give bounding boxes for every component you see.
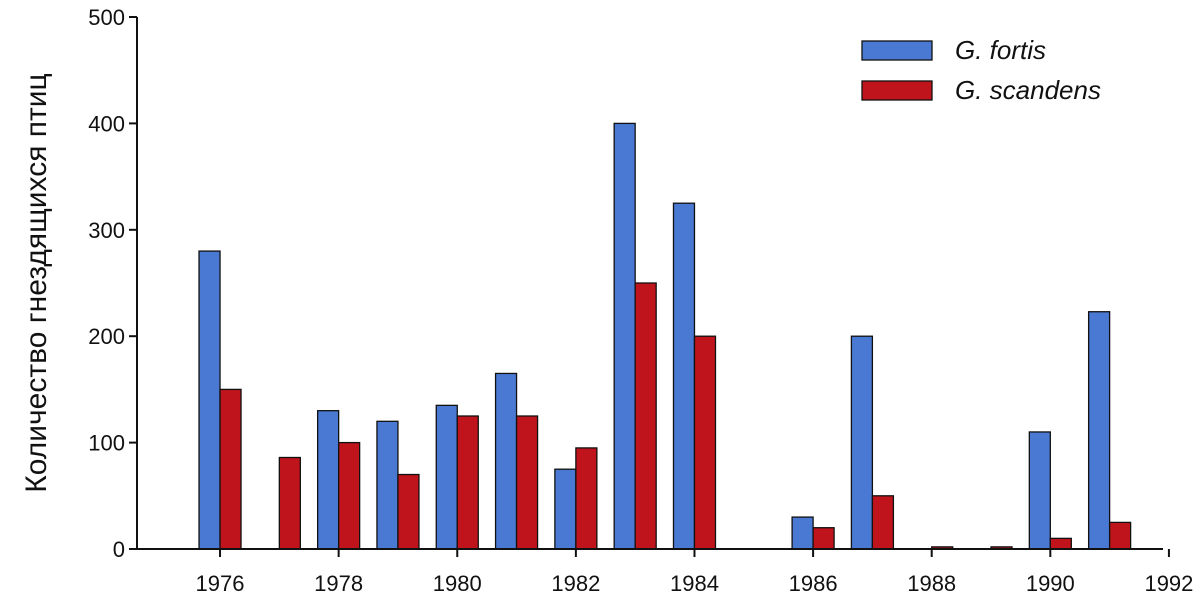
x-tick-label: 1976 [196,571,245,596]
bar-fortis-1981 [494,372,518,550]
bar-scandens-1987 [871,495,895,550]
bar-scandens-1977 [278,456,301,550]
legend-label: G. scandens [955,75,1101,105]
axes-layer [136,17,1163,550]
bar-fortis-1976 [198,250,221,550]
x-tick-label: 1986 [789,571,838,596]
bar-fortis-1984 [672,202,696,550]
bar-scandens-1990 [1049,537,1072,550]
y-tick-label: 0 [113,537,125,562]
x-tick-label: 1980 [433,571,482,596]
bar-fortis-1978 [316,410,340,550]
bar-scandens-1983 [634,282,657,550]
bar-fortis-1980 [435,404,458,550]
bar-fortis-1982 [554,468,577,550]
y-tick-label: 500 [88,5,125,30]
bar-fortis-1986 [791,516,814,550]
x-tick-label: 1990 [1026,571,1075,596]
bar-scandens-1979 [397,473,420,550]
bar-scandens-1976 [219,388,242,550]
bar-fortis-1990 [1028,431,1051,550]
legend-label: G. fortis [955,35,1046,65]
bar-fortis-1987 [850,335,874,550]
bar-scandens-1986 [812,527,835,550]
bar-fortis-1983 [613,122,636,550]
bar-scandens-1980 [456,415,479,550]
bar-scandens-1984 [693,335,717,550]
x-tick-label: 1984 [670,571,719,596]
bar-fortis-1991 [1087,311,1111,550]
y-ticks: 0 100 200 300 400 500 [88,5,137,562]
legend: G. fortis G. scandens [861,35,1101,105]
y-tick-label: 300 [88,218,125,243]
y-axis-title: Количество гнездящихся птиц [20,73,53,492]
bar-scandens-1982 [575,447,598,550]
y-tick-label: 200 [88,324,125,349]
bar-scandens-1991 [1108,521,1132,550]
bars-layer [198,122,1132,550]
x-tick-label: 1982 [551,571,600,596]
x-tick-label: 1978 [314,571,363,596]
x-ticks: 1976 1978 1980 1982 1984 1986 1988 1990 1992 [196,549,1193,596]
y-tick-label: 100 [88,431,125,456]
legend-swatch [861,40,933,61]
bar-scandens-1978 [337,441,361,550]
legend-swatch [861,80,933,101]
bar-scandens-1981 [515,415,539,550]
y-tick-label: 400 [88,111,125,136]
x-tick-label: 1988 [907,571,956,596]
x-tick-label: 1992 [1144,571,1193,596]
bar-fortis-1979 [376,420,399,550]
